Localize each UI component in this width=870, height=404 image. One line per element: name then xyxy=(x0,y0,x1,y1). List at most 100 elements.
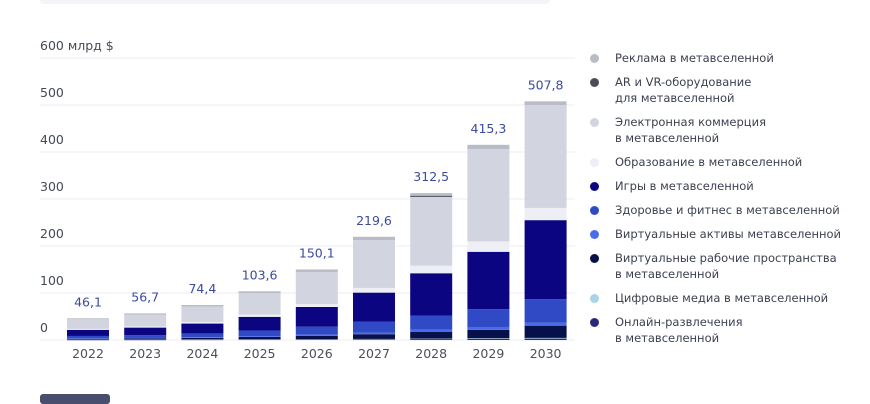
bar-segment xyxy=(238,336,281,340)
stacked-bar-chart: 0 100 200 300 400 500 600 млрд $ 46,1 56,7 74,4 1… xyxy=(40,38,575,361)
bar-segment xyxy=(238,330,281,337)
bar-segment xyxy=(238,291,281,294)
legend-dot-icon xyxy=(590,158,599,167)
bar-segment xyxy=(181,337,224,338)
total-labels: 46,1 56,7 74,4 103,6 150,1 219,6 312,5 415,3 507… xyxy=(74,77,563,309)
bar-segment xyxy=(410,315,453,330)
legend-label: Игры в метавселенной xyxy=(615,179,754,193)
bar-segment xyxy=(467,326,510,330)
legend-item: Виртуальные активы метавселенной xyxy=(590,226,860,242)
y-tick-label: 600 млрд $ xyxy=(40,38,114,53)
legend-item: Игры в метавселенной xyxy=(590,178,860,194)
bar-segment xyxy=(353,240,395,288)
legend-item: Цифровые медиа в метавселенной xyxy=(590,290,860,306)
bar-segment xyxy=(124,326,167,328)
clipped-heading xyxy=(40,0,550,4)
bar-segment xyxy=(467,144,510,150)
bar-segment xyxy=(295,339,338,340)
bar-segment xyxy=(410,338,453,340)
legend-item: AR и VR-оборудование для метавселенной xyxy=(590,74,860,106)
total-data-label: 219,6 xyxy=(356,213,392,228)
legend-label: Электронная коммерция в метавселенной xyxy=(615,115,767,145)
bar-segment xyxy=(353,321,395,333)
bar-segment xyxy=(353,334,395,339)
bar-segment xyxy=(353,292,395,322)
bar-segment xyxy=(353,339,395,340)
legend-dot-icon xyxy=(590,318,599,327)
total-data-label: 415,3 xyxy=(471,121,507,136)
legend-label: AR и VR-оборудование для метавселенной xyxy=(615,75,752,105)
legend-label: Виртуальные рабочие пространства в метав… xyxy=(615,251,837,281)
bar-segment xyxy=(295,339,338,340)
x-axis: 2022 2023 2024 2025 2026 2027 2028 2029 2030 xyxy=(72,346,561,361)
bar-segment xyxy=(67,328,109,330)
legend-label: Здоровье и фитнес в метавселенной xyxy=(615,203,840,217)
bar-segment xyxy=(295,272,338,305)
bar-segment xyxy=(124,337,167,339)
x-tick-label: 2025 xyxy=(244,346,276,361)
bar-segment xyxy=(524,101,567,106)
bar-segment xyxy=(124,335,167,338)
y-tick-label: 0 xyxy=(40,320,48,335)
bar-segment xyxy=(353,338,395,340)
legend-label: Виртуальные активы метавселенной xyxy=(615,227,841,241)
bar-segment xyxy=(524,299,567,323)
y-tick-label: 200 xyxy=(40,226,64,241)
bar-segment xyxy=(467,329,510,339)
bar-segment xyxy=(181,306,224,322)
bar-segment xyxy=(67,339,109,341)
legend-item: Онлайн-развлечения в метавселенной xyxy=(590,314,860,346)
bar-segment xyxy=(467,251,510,310)
bar-segment xyxy=(181,323,224,334)
bars xyxy=(67,101,567,341)
total-data-label: 507,8 xyxy=(528,77,564,92)
bar-segment xyxy=(410,339,453,340)
clipped-caption xyxy=(40,394,110,404)
y-tick-label: 400 xyxy=(40,132,64,147)
legend-dot-icon xyxy=(590,78,599,87)
bar-segment xyxy=(410,195,453,197)
legend-item: Виртуальные рабочие пространства в метав… xyxy=(590,250,860,282)
bar-segment xyxy=(524,220,567,300)
bar-segment xyxy=(181,339,224,340)
total-data-label: 56,7 xyxy=(131,289,159,304)
bar-segment xyxy=(410,196,453,266)
bar-segment xyxy=(238,314,281,317)
legend-dot-icon xyxy=(590,254,599,263)
bar-segment xyxy=(238,336,281,337)
legend-dot-icon xyxy=(590,230,599,239)
bar-segment xyxy=(124,327,167,336)
legend-dot-icon xyxy=(590,294,599,303)
legend-dot-icon xyxy=(590,182,599,191)
bar-segment xyxy=(238,316,281,331)
bar-segment xyxy=(181,333,224,338)
bar-segment xyxy=(295,334,338,336)
x-tick-label: 2028 xyxy=(415,346,447,361)
legend-label: Цифровые медиа в метавселенной xyxy=(615,291,829,305)
bar-segment xyxy=(467,149,510,242)
y-tick-label: 500 xyxy=(40,85,64,100)
bar-segment xyxy=(181,305,224,307)
bar-segment xyxy=(410,273,453,316)
bar-segment xyxy=(295,335,338,340)
y-axis: 0 100 200 300 400 500 600 млрд $ xyxy=(40,38,114,335)
bar-segment xyxy=(124,339,167,341)
legend-dot-icon xyxy=(590,54,599,63)
bar-segment xyxy=(410,265,453,274)
legend-item: Образование в метавселенной xyxy=(590,154,860,170)
bar-segment xyxy=(295,269,338,273)
bar-segment xyxy=(524,322,567,326)
legend-label: Образование в метавселенной xyxy=(615,155,803,169)
x-tick-label: 2029 xyxy=(472,346,504,361)
legend-item: Электронная коммерция в метавселенной xyxy=(590,114,860,146)
bar-segment xyxy=(353,287,395,293)
legend-item: Здоровье и фитнес в метавселенной xyxy=(590,202,860,218)
x-tick-label: 2027 xyxy=(358,346,390,361)
total-data-label: 103,6 xyxy=(242,267,278,282)
legend-label: Реклама в метавселенной xyxy=(615,51,774,65)
bar-segment xyxy=(124,314,167,327)
x-tick-label: 2026 xyxy=(301,346,333,361)
legend-dot-icon xyxy=(590,118,599,127)
bar-segment xyxy=(524,338,567,340)
bar-segment xyxy=(467,309,510,327)
